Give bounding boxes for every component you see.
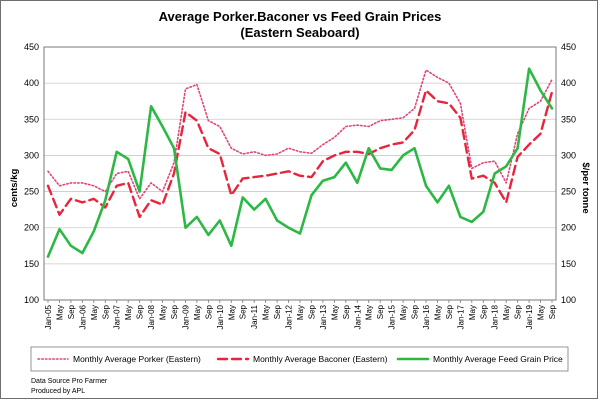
chart-title-line2: (Eastern Seaboard) bbox=[240, 25, 359, 40]
y-tick-label-left: 150 bbox=[24, 259, 39, 269]
x-tick-label: May bbox=[433, 305, 442, 320]
x-tick-label: Sep bbox=[273, 304, 282, 319]
x-tick-label: Jan-15 bbox=[388, 304, 397, 329]
x-tick-label: Jan-16 bbox=[422, 304, 431, 329]
x-tick-label: Jan-17 bbox=[456, 304, 465, 329]
x-tick-label: Jan-19 bbox=[525, 304, 534, 329]
x-tick-label: Sep bbox=[239, 304, 248, 319]
x-tick-label: Jan-14 bbox=[353, 304, 362, 329]
x-tick-label: Sep bbox=[170, 304, 179, 319]
series-lines bbox=[46, 67, 554, 258]
x-tick-label: May bbox=[365, 305, 374, 320]
x-tick-label: Sep bbox=[136, 304, 145, 319]
x-tick-label: May bbox=[537, 305, 546, 320]
y-tick-label-left: 300 bbox=[24, 150, 39, 160]
x-tick-label: Jan-09 bbox=[181, 304, 190, 329]
y-tick-label-left: 400 bbox=[24, 78, 39, 88]
y-tick-label-right: 250 bbox=[561, 187, 576, 197]
y-tick-label-right: 450 bbox=[561, 42, 576, 52]
x-tick-label: May bbox=[296, 305, 305, 320]
x-tick-label: May bbox=[227, 305, 236, 320]
legend: Monthly Average Porker (Eastern) Monthly … bbox=[30, 346, 569, 372]
x-tick-label: Sep bbox=[342, 304, 351, 319]
y-tick-label-right: 350 bbox=[561, 114, 576, 124]
plot-area bbox=[43, 46, 557, 301]
series-line-dotted bbox=[47, 69, 553, 200]
x-axis: Jan-05 May Sep Jan-06 May Sep Jan-07 May Sep Jan-… bbox=[44, 300, 557, 329]
x-tick-label: Jan-07 bbox=[113, 304, 122, 329]
x-tick-label: May bbox=[468, 305, 477, 320]
x-tick-label: May bbox=[90, 305, 99, 320]
plot-border bbox=[43, 46, 557, 301]
y-tick-label-right: 150 bbox=[561, 259, 576, 269]
x-tick-label: Sep bbox=[514, 304, 523, 319]
x-tick-label: Sep bbox=[67, 304, 76, 319]
y-tick-label-right: 200 bbox=[561, 223, 576, 233]
x-tick-label: May bbox=[399, 305, 408, 320]
y-axis-right: 100 150 200 250 300 350 400 450 bbox=[561, 42, 576, 305]
x-tick-label: Sep bbox=[204, 304, 213, 319]
x-tick-label: Sep bbox=[479, 304, 488, 319]
x-tick-label: Jan-12 bbox=[285, 304, 294, 329]
x-tick-label: Jan-13 bbox=[319, 304, 328, 329]
x-tick-label: Sep bbox=[307, 304, 316, 319]
x-tick-label: Jan-08 bbox=[147, 304, 156, 329]
legend-box bbox=[30, 346, 569, 372]
y-tick-label-left: 350 bbox=[24, 114, 39, 124]
series-line-dashed bbox=[46, 89, 554, 219]
y-tick-label-left: 250 bbox=[24, 187, 39, 197]
x-tick-label: Jan-05 bbox=[44, 304, 53, 329]
legend-label: Monthly Average Porker (Eastern) bbox=[73, 354, 201, 364]
y-tick-label-right: 400 bbox=[561, 78, 576, 88]
credit-produced-by: Produced by APL bbox=[31, 388, 85, 395]
x-tick-label: May bbox=[124, 305, 133, 320]
x-tick-label: Sep bbox=[376, 304, 385, 319]
legend-label: Monthly Average Feed Grain Price bbox=[433, 354, 563, 364]
x-tick-label: May bbox=[330, 305, 339, 320]
x-tick-label: Jan-06 bbox=[78, 304, 87, 329]
x-tick-label: Sep bbox=[411, 304, 420, 319]
y-tick-label-right: 100 bbox=[561, 295, 576, 305]
y-tick-label-left: 450 bbox=[24, 42, 39, 52]
x-tick-label: May bbox=[55, 305, 64, 320]
y-axis-left: 100 150 200 250 300 350 400 450 bbox=[24, 42, 39, 305]
x-tick-label: May bbox=[193, 305, 202, 320]
y-tick-label-left: 100 bbox=[24, 295, 39, 305]
x-tick-label: Sep bbox=[445, 304, 454, 319]
legend-label: Monthly Average Baconer (Eastern) bbox=[253, 354, 388, 364]
x-tick-label: Sep bbox=[548, 304, 557, 319]
y-tick-label-right: 300 bbox=[561, 150, 576, 160]
x-tick-label: Jan-18 bbox=[491, 304, 500, 329]
x-tick-label: Jan-10 bbox=[216, 304, 225, 329]
y-axis-right-title: $/per tonne bbox=[580, 162, 591, 213]
x-tick-label: May bbox=[502, 305, 511, 320]
y-tick-label-left: 200 bbox=[24, 223, 39, 233]
x-tick-label: May bbox=[262, 305, 271, 320]
y-axis-left-title: cents/kg bbox=[9, 169, 20, 208]
series-line-solid bbox=[46, 67, 554, 258]
gridlines bbox=[44, 46, 556, 301]
x-tick-label: May bbox=[159, 305, 168, 320]
x-tick-label: Jan-11 bbox=[250, 304, 259, 328]
chart-title-line1: Average Porker.Baconer vs Feed Grain Pri… bbox=[159, 9, 442, 24]
x-tick-label: Sep bbox=[101, 304, 110, 319]
credit-data-source: Data Source Pro Farmer bbox=[31, 378, 108, 385]
